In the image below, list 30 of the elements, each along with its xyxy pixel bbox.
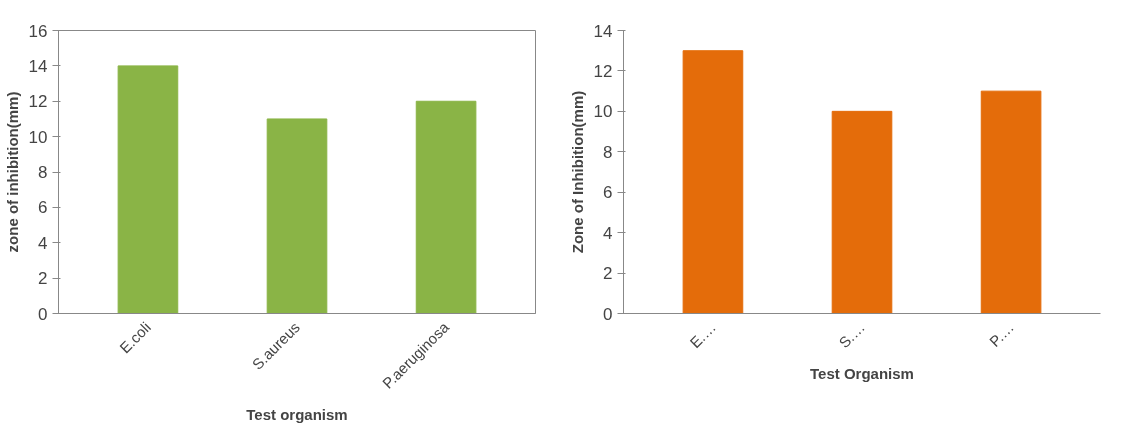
- bar: [266, 118, 328, 314]
- x-tick-label: E.…: [686, 318, 719, 352]
- y-tick-label: 8: [603, 142, 613, 162]
- x-tick-label: S.…: [835, 318, 869, 352]
- y-tick-label: 16: [28, 21, 48, 41]
- y-tick-label: 14: [593, 21, 613, 41]
- x-axis-title: Test organism: [246, 405, 348, 423]
- y-tick-label: 2: [38, 269, 48, 289]
- bar: [682, 50, 744, 314]
- bar: [117, 65, 179, 314]
- bar: [980, 90, 1042, 314]
- y-tick-label: 10: [28, 127, 48, 147]
- y-tick-label: 6: [38, 198, 48, 218]
- y-tick-label: 14: [28, 56, 48, 76]
- y-tick-label: 0: [38, 304, 48, 324]
- bar: [415, 100, 477, 314]
- y-tick-label: 4: [38, 233, 48, 253]
- x-axis-title: Test Organism: [810, 365, 914, 383]
- y-tick-label: 2: [603, 264, 613, 284]
- y-tick-label: 4: [603, 223, 613, 243]
- x-tick-label: P.…: [985, 318, 1018, 350]
- bar: [831, 110, 893, 314]
- y-tick-label: 6: [603, 183, 613, 203]
- y-tick-label: 0: [603, 304, 613, 324]
- y-tick-label: 10: [593, 102, 613, 122]
- y-axis-title: zone of inhibition(mm): [3, 91, 21, 253]
- y-tick-label: 12: [593, 61, 613, 81]
- y-axis-title: Zone of Inhibition(mm): [568, 90, 586, 254]
- y-tick-label: 8: [38, 163, 48, 182]
- y-tick-label: 12: [28, 92, 48, 112]
